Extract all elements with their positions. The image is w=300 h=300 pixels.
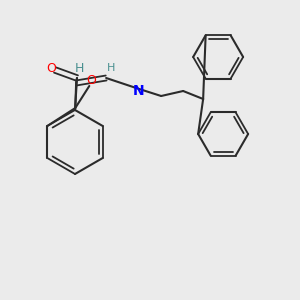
Text: O: O bbox=[86, 74, 96, 86]
Text: O: O bbox=[46, 61, 56, 74]
Text: H: H bbox=[75, 61, 84, 74]
Text: N: N bbox=[132, 84, 144, 98]
Text: H: H bbox=[107, 63, 115, 73]
